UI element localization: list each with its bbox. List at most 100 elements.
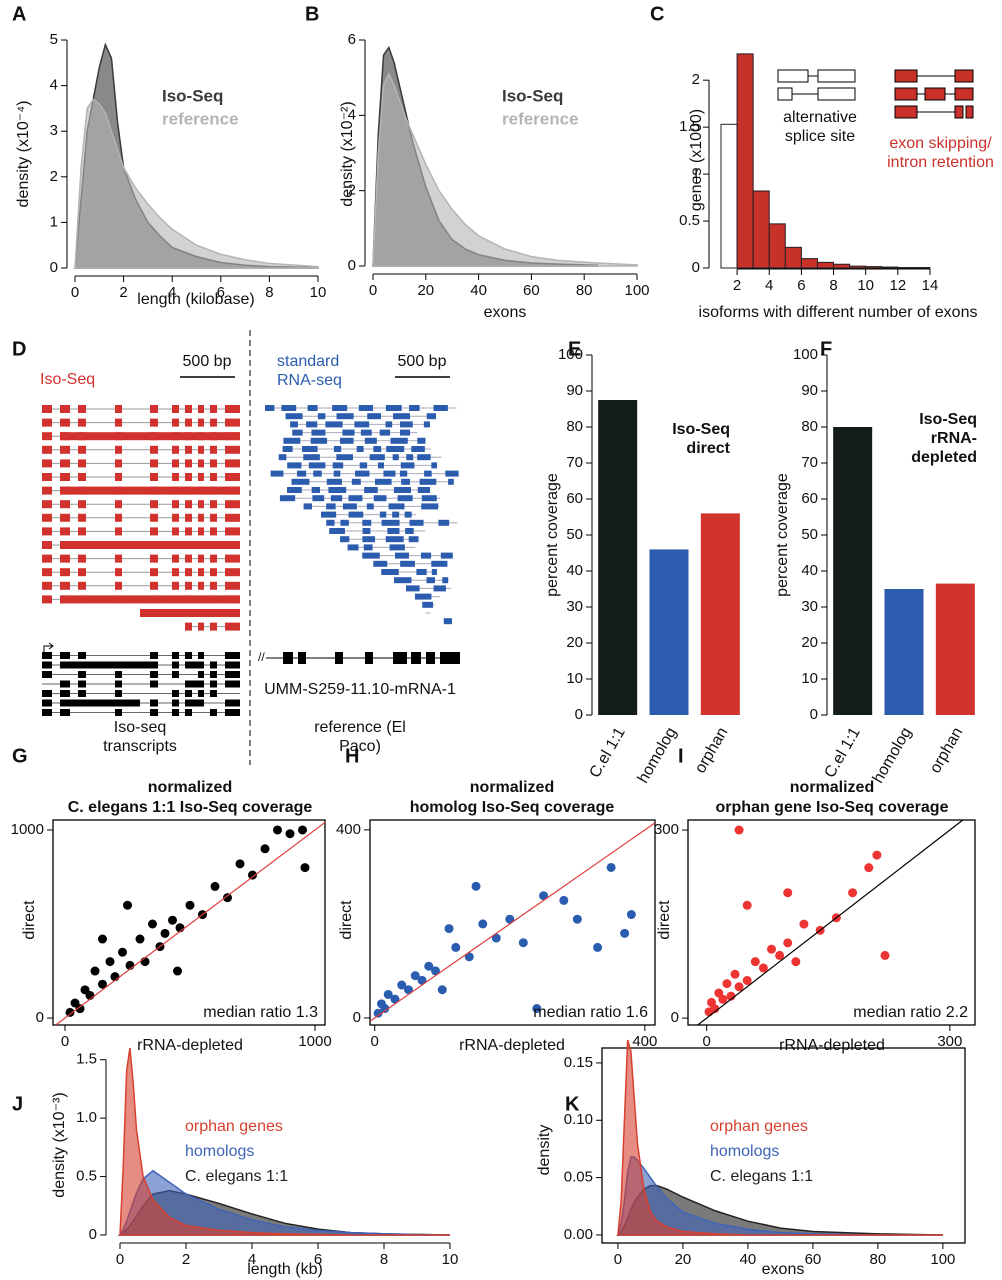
exon [185,699,204,707]
y-axis-label: genes (x1000) [688,109,705,211]
point [864,863,874,873]
exon [172,661,179,669]
exon [438,519,450,526]
exon [42,527,52,536]
exon [326,478,342,485]
chart-title: normalized [470,779,554,796]
y-tick-label: 0.00 [564,1226,593,1243]
point [403,985,413,995]
exon [150,459,158,468]
exon [42,432,52,441]
density-area [74,98,319,269]
exon [328,487,347,493]
chart-subtitle: orphan gene Iso-Seq coverage [716,799,949,816]
exon [358,405,373,411]
exon [279,495,296,502]
point [626,910,636,920]
x-tick-label: 80 [576,282,593,299]
point [98,979,107,989]
exon [115,445,122,454]
chart-title: normalized [790,779,874,796]
exon [150,581,158,590]
exon [394,577,412,584]
exon [326,503,336,510]
exon [78,581,86,590]
legend-label: orphan genes [710,1118,808,1135]
exon [115,486,122,495]
y-axis-label: density (x10⁻⁴) [15,101,32,208]
exon [60,527,70,536]
y-tick-label: 1.5 [679,118,700,135]
exon [150,568,158,577]
point [98,934,107,944]
exon [364,437,377,444]
exon [60,541,70,549]
exon [405,528,414,534]
plot-frame [369,819,656,1026]
x-tick-label: 0 [369,282,377,299]
panel-letter: F [820,338,832,360]
annotation: median ratio 2.2 [853,1004,968,1021]
x-tick-label: 10 [857,277,874,294]
exon [210,432,217,441]
exon [210,473,217,481]
exon [210,568,217,577]
exon [373,560,388,567]
exon [172,405,179,413]
y-tick-label: 0 [810,706,818,723]
legend-label: exon skipping/ intron retention [887,135,994,171]
x-tick-label: 6 [314,1251,322,1268]
exon [78,554,86,563]
y-tick-label: 80 [801,418,818,435]
exon [150,680,158,688]
point [135,934,145,944]
x-tick-label: 0 [61,1033,69,1050]
y-tick-label: 1000 [11,821,44,838]
exon [210,418,217,427]
exon [198,690,204,697]
exon [172,671,179,678]
exon [416,569,427,575]
exon [225,568,240,577]
exon [385,536,404,543]
exon [185,500,192,509]
exon [332,405,348,411]
y-tick-label: 70 [801,454,818,471]
y-tick-label: 10 [801,670,818,687]
exon [78,541,86,549]
exon [310,437,328,444]
exon [433,585,446,592]
exon [172,709,179,716]
y-tick-label: 100 [558,346,583,363]
identity-line [697,819,964,1026]
bar [598,400,638,715]
exon [417,487,431,493]
point [431,966,441,976]
exon [339,437,354,444]
panel-letter: C [650,3,664,25]
y-tick-label: 2 [348,182,356,199]
point [606,862,616,872]
x-tick-label: 20 [675,1251,692,1268]
exon [198,622,204,631]
hist-bar [881,266,899,269]
exon [210,581,217,590]
y-axis-label: density (x10⁻²) [339,101,356,206]
exon [78,486,86,495]
exon [424,470,432,477]
exon [60,459,70,468]
point [518,938,528,948]
y-axis-label: percent coverage [774,473,791,597]
exon [60,652,70,659]
point [532,1004,542,1014]
point [417,975,427,985]
exon [42,554,52,563]
point [148,919,157,929]
exon [225,445,240,454]
exon [287,462,302,469]
hist-bar [784,246,802,269]
hist-bar [816,261,835,269]
